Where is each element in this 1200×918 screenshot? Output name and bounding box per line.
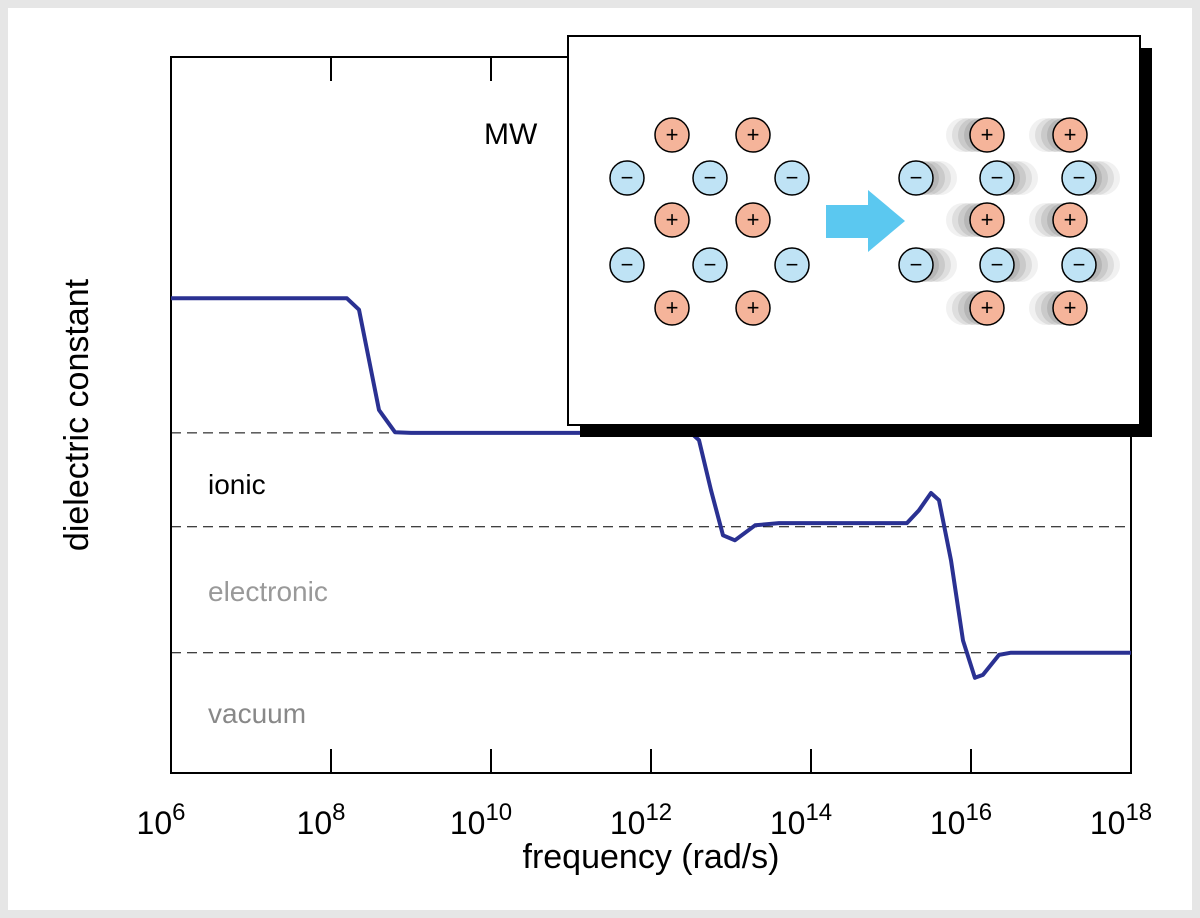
- cation: [1052, 290, 1088, 326]
- anion: [609, 160, 645, 196]
- cation-sign: +: [1064, 122, 1077, 147]
- anion-sign: −: [786, 165, 799, 190]
- anion-sign: −: [910, 252, 923, 277]
- anion-sign: −: [991, 165, 1004, 190]
- cation: [969, 202, 1005, 238]
- anion: [979, 160, 1015, 196]
- x-tick-label: 1010: [450, 799, 512, 841]
- cation: [1052, 117, 1088, 153]
- anion-sign: −: [1073, 252, 1086, 277]
- anion: [609, 247, 645, 283]
- anion: [774, 247, 810, 283]
- anion: [1061, 160, 1097, 196]
- cation-sign: +: [981, 122, 994, 147]
- data-line: [171, 296, 1131, 680]
- x-tick-label: 106: [137, 799, 186, 841]
- cation: [1052, 202, 1088, 238]
- x-tick-base: 10: [297, 805, 333, 841]
- x-tick-exponent: 8: [332, 799, 345, 826]
- anion-sign: −: [704, 165, 717, 190]
- y-axis-label: dielectric constant: [58, 278, 96, 551]
- anion: [692, 160, 728, 196]
- x-tick-label: 1016: [930, 799, 992, 841]
- cation: [735, 117, 771, 153]
- anion-sign: −: [1073, 165, 1086, 190]
- arrow: [826, 190, 905, 252]
- x-tick-label: 1014: [770, 799, 832, 841]
- anion-sign: −: [621, 252, 634, 277]
- annotation: vacuum: [208, 698, 306, 729]
- x-tick-exponent: 12: [645, 799, 672, 826]
- anion-sign: −: [786, 252, 799, 277]
- cation-sign: +: [666, 295, 679, 320]
- anion: [1061, 247, 1097, 283]
- x-tick-exponent: 16: [965, 799, 992, 826]
- anion: [898, 247, 934, 283]
- cation-sign: +: [1064, 207, 1077, 232]
- anion-sign: −: [621, 165, 634, 190]
- cation-sign: +: [1064, 295, 1077, 320]
- x-tick-exponent: 10: [485, 799, 512, 826]
- anion-sign: −: [910, 165, 923, 190]
- anion-sign: −: [991, 252, 1004, 277]
- annotation: ionic: [208, 469, 266, 500]
- anion: [979, 247, 1015, 283]
- x-tick-exponent: 18: [1125, 799, 1152, 826]
- cation-sign: +: [981, 207, 994, 232]
- x-axis-label: frequency (rad/s): [523, 838, 780, 876]
- anion: [692, 247, 728, 283]
- x-tick-exponent: 6: [172, 799, 185, 826]
- x-tick-base: 10: [450, 805, 486, 841]
- anion: [774, 160, 810, 196]
- cation: [969, 117, 1005, 153]
- cation-sign: +: [666, 122, 679, 147]
- x-tick-label: 108: [297, 799, 346, 841]
- x-tick-base: 10: [930, 805, 966, 841]
- x-tick-exponent: 14: [805, 799, 832, 826]
- x-tick-base: 10: [137, 805, 173, 841]
- cation: [654, 290, 690, 326]
- anion: [898, 160, 934, 196]
- cation-sign: +: [747, 122, 760, 147]
- annotation: MW: [484, 118, 538, 151]
- cation: [654, 117, 690, 153]
- cation-sign: +: [666, 207, 679, 232]
- cation-sign: +: [981, 295, 994, 320]
- cation: [969, 290, 1005, 326]
- cation-sign: +: [747, 207, 760, 232]
- cation: [735, 290, 771, 326]
- inset: + ++ ++ +− − −− − −+ ++ ++ +− − −− − −: [567, 35, 1152, 437]
- x-tick-base: 10: [610, 805, 646, 841]
- x-tick-base: 10: [770, 805, 806, 841]
- annotation: electronic: [208, 576, 328, 607]
- x-tick-label: 1012: [610, 799, 672, 841]
- cation: [735, 202, 771, 238]
- cation-sign: +: [747, 295, 760, 320]
- cation: [654, 202, 690, 238]
- anion-sign: −: [704, 252, 717, 277]
- x-tick-base: 10: [1090, 805, 1126, 841]
- x-tick-label: 1018: [1090, 799, 1152, 841]
